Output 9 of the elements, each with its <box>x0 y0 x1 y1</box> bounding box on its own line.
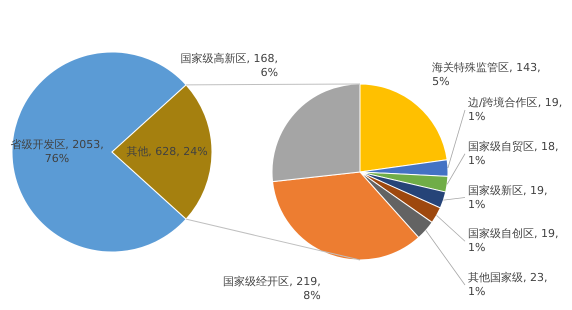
slice-label: 国家级自贸区, 18, 1% <box>468 140 560 168</box>
slice-label: 国家级自创区, 19, 1% <box>468 227 560 256</box>
slice-label: 海关特殊监管区, 143, 5% <box>432 60 542 89</box>
slice-label: 国家级高新区, 168, 6% <box>180 52 278 80</box>
slice-label: 其他, 628, 24% <box>126 145 208 159</box>
slice-label: 边/跨境合作区, 19, 1% <box>468 96 564 124</box>
slice-label: 其他国家级, 23, 1% <box>468 271 548 299</box>
slice-label: 国家级经开区, 219, 8% <box>222 274 321 303</box>
slice-label: 国家级新区, 19, 1% <box>468 184 548 212</box>
